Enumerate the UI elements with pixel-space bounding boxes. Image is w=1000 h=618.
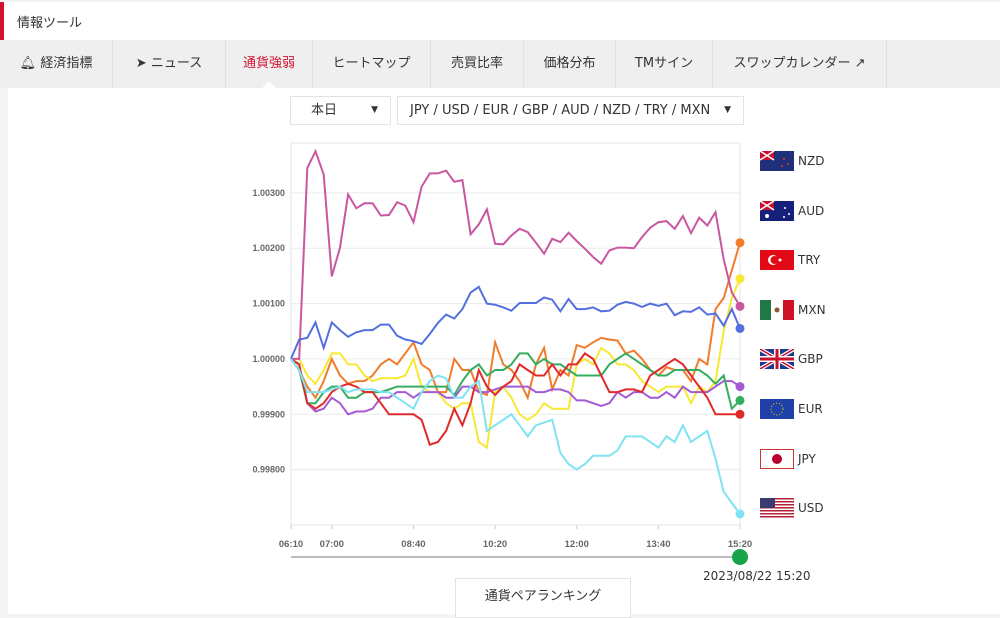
y-tick-label: 1.00100: [252, 299, 285, 309]
legend-label: EUR: [798, 402, 823, 416]
tab-economic-indicators[interactable]: 🔔︎ 経済指標: [0, 40, 113, 88]
legend-label: NZD: [798, 154, 825, 168]
series-line-mxn: [290, 285, 741, 360]
series-end-marker-nzd: [735, 238, 745, 248]
app-title: 情報ツール: [17, 16, 83, 31]
external-link-icon: ↗: [854, 56, 866, 71]
legend-item-gbp[interactable]: GBP: [760, 349, 823, 370]
legend-item-eur[interactable]: EUR: [760, 399, 823, 419]
legend-label: JPY: [798, 451, 816, 466]
tab-label: ヒートマップ: [332, 56, 411, 71]
series-line-gbp: [290, 358, 741, 416]
x-tick-label: 15:20: [728, 539, 752, 550]
x-tick-label: 10:20: [483, 539, 507, 550]
flag-nzd-icon: [760, 151, 794, 171]
dropdown-arrow-icon: ▼: [371, 105, 378, 115]
plot-area: [290, 142, 741, 526]
tab-label: 価格分布: [543, 56, 596, 71]
flag-jpy-icon: [760, 448, 794, 469]
flag-mxn-icon: [760, 299, 794, 320]
y-tick-label: 0.99800: [252, 465, 285, 475]
series-line-try: [291, 148, 741, 360]
tab-currency-strength[interactable]: 通貨強弱: [226, 40, 313, 88]
flag-aud-icon: [760, 200, 794, 221]
legend-label: AUD: [798, 203, 825, 218]
tab-label: 売買比率: [450, 56, 503, 71]
x-tick-label: 13:40: [646, 539, 670, 550]
legend-label: TRY: [798, 253, 821, 268]
slider-datetime: 2023/08/22 15:20: [703, 569, 811, 583]
legend-label: USD: [798, 501, 824, 516]
y-tick-label: 1.00000: [252, 354, 285, 364]
tab-label: TMサイン: [634, 56, 694, 71]
tab-trade-ratio[interactable]: 売買比率: [431, 40, 524, 88]
series-end-marker-usd: [735, 509, 745, 519]
x-tick-label: 07:00: [320, 539, 344, 550]
dropdown-arrow-icon: ▼: [724, 105, 731, 115]
pair-ranking-button[interactable]: 通貨ペアランキング: [455, 578, 631, 618]
x-tick-label: 08:40: [401, 539, 425, 550]
series-end-marker-jpy: [735, 409, 745, 419]
series-end-marker-try: [735, 301, 745, 311]
series-line-nzd: [290, 242, 741, 401]
period-select[interactable]: 本日 ▼: [290, 96, 391, 125]
tab-heatmap[interactable]: ヒートマップ: [313, 40, 431, 88]
currency-select[interactable]: JPY / USD / EUR / GBP / AUD / NZD / TRY …: [397, 96, 744, 125]
flag-try-icon: [760, 250, 794, 271]
legend-item-try[interactable]: TRY: [760, 250, 821, 271]
tab-price-distribution[interactable]: 価格分布: [524, 40, 616, 88]
legend-item-jpy[interactable]: JPY: [760, 448, 816, 469]
series-end-marker-gbp: [735, 382, 745, 392]
x-tick-label: 12:00: [565, 539, 589, 550]
time-slider-handle[interactable]: [732, 549, 748, 565]
legend-label: GBP: [798, 352, 823, 367]
flag-eur-icon: [760, 399, 794, 419]
tab-label: スワップカレンダー: [733, 56, 851, 71]
y-tick-label: 1.00200: [252, 243, 285, 253]
series-end-marker-aud: [735, 274, 745, 284]
tab-label: ニュース: [150, 56, 203, 71]
period-value: 本日: [311, 103, 338, 118]
series-line-jpy: [290, 352, 740, 446]
series-line-aud: [291, 278, 741, 450]
bell-icon: 🔔︎: [19, 56, 37, 71]
series-end-marker-mxn: [735, 323, 745, 333]
flag-usd-icon: [760, 498, 794, 519]
rocket-icon: ➤: [135, 56, 147, 71]
legend-item-usd[interactable]: USD: [760, 498, 824, 519]
app-header: 情報ツール: [0, 2, 1000, 40]
x-tick-label: 06:10: [279, 539, 303, 550]
y-tick-label: 0.99900: [252, 409, 285, 419]
legend-item-aud[interactable]: AUD: [760, 200, 825, 221]
legend-item-mxn[interactable]: MXN: [760, 299, 826, 320]
tab-label: 通貨強弱: [242, 56, 295, 71]
y-tick-label: 1.00300: [252, 188, 285, 198]
series-line-usd: [290, 358, 741, 515]
flag-gbp-icon: [760, 349, 794, 370]
currency-value: JPY / USD / EUR / GBP / AUD / NZD / TRY …: [410, 103, 711, 118]
legend-item-nzd[interactable]: NZD: [760, 151, 824, 171]
tab-news[interactable]: ➤ ニュース: [113, 40, 226, 88]
legend-label: MXN: [798, 302, 826, 317]
series-end-marker-eur: [735, 395, 745, 405]
tab-tm-sign[interactable]: TMサイン: [616, 40, 713, 88]
tab-swap-calendar[interactable]: スワップカレンダー ↗: [713, 40, 887, 88]
tab-label: 経済指標: [40, 56, 93, 71]
tab-bar: 🔔︎ 経済指標 ➤ ニュース 通貨強弱 ヒートマップ 売買比率 価格分布 TMサ…: [0, 40, 1000, 88]
